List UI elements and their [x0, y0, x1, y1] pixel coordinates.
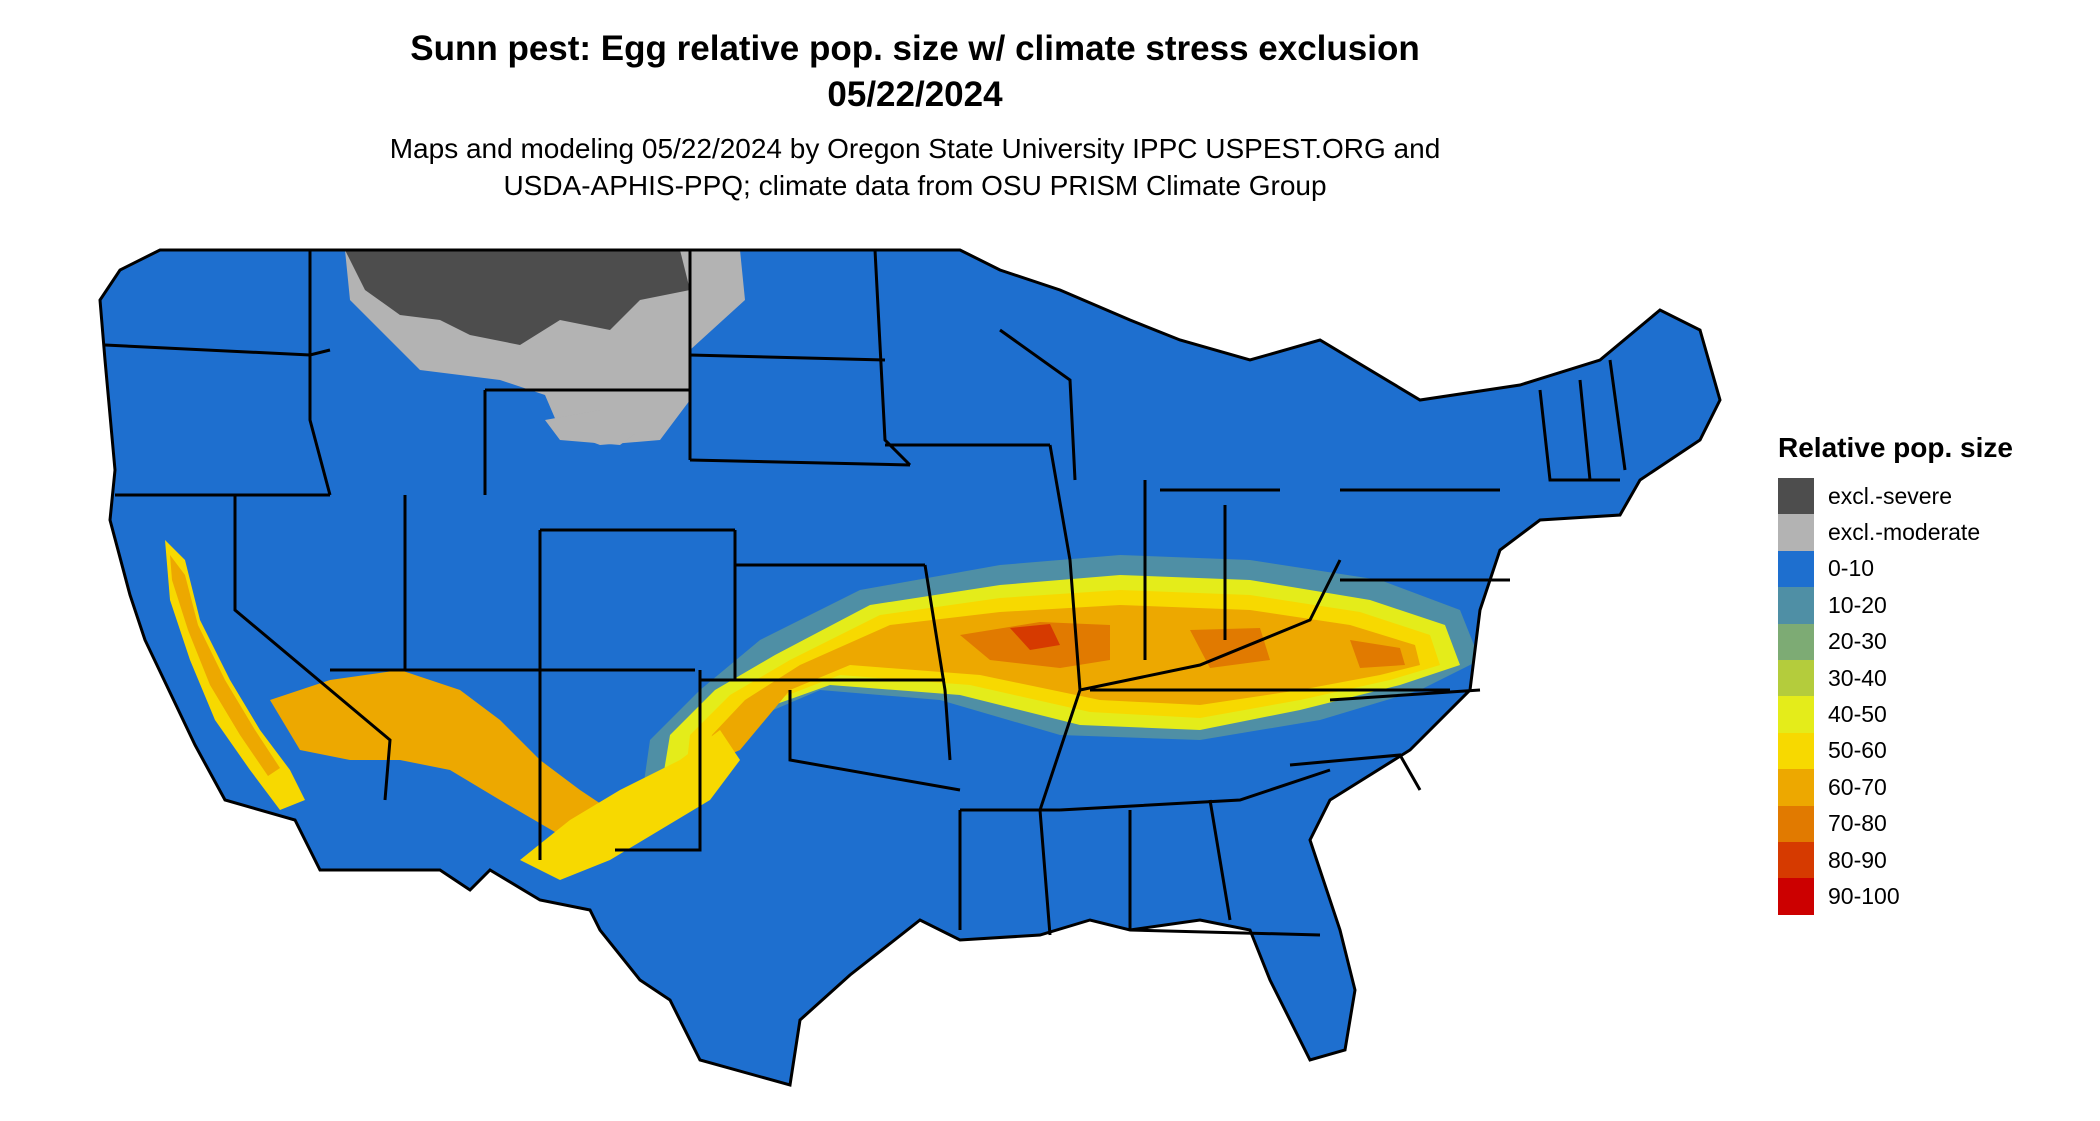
border-dakotas-east	[873, 249, 912, 467]
credit-line-2: USDA-APHIS-PPQ; climate data from OSU PR…	[503, 170, 1327, 201]
band-70-80-c	[1350, 640, 1405, 668]
border-va-nc	[1329, 688, 1481, 702]
border-id-west	[308, 250, 332, 496]
legend-swatch	[1778, 696, 1814, 733]
border-ca-nv	[233, 495, 392, 801]
border-sd-ne	[689, 458, 911, 467]
credit-line-1: Maps and modeling 05/22/2024 by Oregon S…	[389, 133, 1441, 164]
legend-swatch	[1778, 478, 1814, 515]
outline-border	[98, 248, 1722, 1087]
map-legend: Relative pop. size excl.-severe excl.-mod…	[1778, 432, 2013, 915]
legend-label: 30-40	[1828, 664, 1887, 691]
risk-band-east	[640, 555, 1480, 810]
legend-swatch	[1778, 587, 1814, 624]
legend-item: 80-90	[1778, 841, 2013, 879]
legend-swatch	[1778, 514, 1814, 551]
legend-label: 10-20	[1828, 591, 1887, 618]
legend-label: excl.-severe	[1828, 482, 1952, 509]
border-nd-sd	[689, 353, 886, 362]
border-new-england	[1538, 389, 1620, 482]
border-tn-south	[1059, 768, 1331, 812]
legend-item: 10-20	[1778, 587, 2013, 624]
legend-item: 30-40	[1778, 659, 2013, 697]
title-block: Sunn pest: Egg relative pop. size w/ cli…	[0, 26, 1830, 204]
legend-label: 90-100	[1828, 882, 1900, 909]
legend-swatch	[1778, 623, 1814, 660]
exclusion-zone	[345, 250, 745, 445]
excl-severe-zone	[345, 250, 690, 345]
border-ga-fl	[1129, 928, 1321, 937]
legend-label: 20-30	[1828, 628, 1887, 655]
legend-title: Relative pop. size	[1778, 432, 2013, 463]
legend-swatch	[1778, 769, 1814, 806]
legend-swatch	[1778, 550, 1814, 588]
legend-label: 60-70	[1828, 773, 1887, 800]
legend-label: 70-80	[1828, 810, 1887, 837]
excl-moderate-patch	[545, 410, 640, 445]
state-borders	[98, 248, 1722, 1087]
legend-swatch	[1778, 732, 1814, 770]
legend-item: 50-60	[1778, 732, 2013, 770]
border-mo-west	[923, 564, 952, 761]
legend-label: 80-90	[1828, 846, 1887, 873]
legend-item: 40-50	[1778, 696, 2013, 733]
border-me	[1608, 359, 1627, 471]
legend-swatch	[1778, 841, 1814, 879]
legend-item: 60-70	[1778, 769, 2013, 806]
legend-items: excl.-severe excl.-moderate 0-10 10-20 20-30…	[1778, 478, 2013, 915]
texas-panhandle-band	[520, 730, 740, 880]
band-80-90	[1010, 624, 1060, 650]
legend-label: excl.-moderate	[1828, 519, 1981, 546]
map-title: Sunn pest: Egg relative pop. size w/ cli…	[410, 29, 1420, 68]
legend-label: 40-50	[1828, 701, 1887, 728]
border-ok-tx	[788, 690, 961, 792]
legend-item: 20-30	[1778, 623, 2013, 660]
legend-swatch	[1778, 659, 1814, 697]
legend-swatch	[1778, 805, 1814, 842]
legend-item: excl.-moderate	[1778, 514, 2013, 551]
legend-label: 50-60	[1828, 737, 1887, 764]
legend-label: 0-10	[1828, 555, 1875, 582]
border-vt-nh	[1578, 379, 1592, 481]
border-al-ga	[1208, 799, 1232, 921]
border-wi-mi	[999, 328, 1077, 481]
legend-item: excl.-severe	[1778, 478, 2013, 515]
california-valley-core	[170, 555, 280, 776]
legend-swatch	[1778, 878, 1814, 915]
border-nm-tx	[615, 670, 702, 852]
legend-item: 90-100	[1778, 878, 2013, 915]
border-nc-sc	[1289, 753, 1422, 791]
legend-item: 70-80	[1778, 805, 2013, 842]
border-oh-river	[1079, 559, 1342, 692]
map-date: 05/22/2024	[827, 75, 1003, 114]
band-70-80-b	[1190, 628, 1270, 668]
legend-item: 0-10	[1778, 550, 2013, 588]
